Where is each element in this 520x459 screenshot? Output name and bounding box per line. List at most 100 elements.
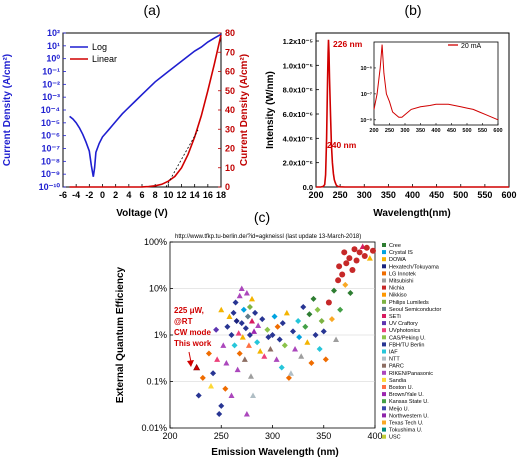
chart-a-x-tick-label: 10 xyxy=(163,190,173,200)
chart-c-legend-marker xyxy=(382,392,386,397)
chart-b-annotation-226: 226 nm xyxy=(333,39,363,49)
chart-c-data-point xyxy=(353,257,360,264)
chart-c-data-point xyxy=(292,345,299,352)
chart-c-data-point xyxy=(239,334,246,340)
chart-c-data-point xyxy=(259,316,266,323)
chart-c-legend-label: Nikkiso xyxy=(389,293,407,299)
chart-c-data-point xyxy=(240,306,247,313)
chart-c-legend-label: SETi xyxy=(389,314,401,320)
chart-c-legend-marker xyxy=(382,370,386,375)
chart-c-data-point xyxy=(337,306,344,313)
chart-a-y-left-tick-label: 10⁻² xyxy=(42,79,60,89)
chart-b-inset-y-tick-label: 10⁻⁶ xyxy=(360,66,372,72)
chart-b-inset-x-tick-label: 300 xyxy=(400,128,409,134)
chart-c-legend-label: Northwestern U. xyxy=(389,413,429,419)
chart-c-y-tick-label: 0.1% xyxy=(146,377,167,387)
chart-a-x-tick-label: -6 xyxy=(59,190,67,200)
chart-c-legend-label: Mitsubishi xyxy=(389,279,413,285)
chart-b-inset-x-tick-label: 200 xyxy=(369,128,378,134)
chart-b-x-tick-label: 400 xyxy=(405,190,420,200)
chart-b-y-tick-label: 1.0x10⁻⁵ xyxy=(283,61,314,70)
chart-a-x-tick-label: 8 xyxy=(153,190,158,200)
chart-c-data-point xyxy=(328,316,335,323)
chart-c-data-point xyxy=(308,359,315,366)
chart-a-y-left-tick-label: 10⁰ xyxy=(46,54,60,64)
panel-label-c: (c) xyxy=(254,209,270,225)
chart-c-legend-marker xyxy=(382,257,386,262)
panel-label-a: (a) xyxy=(143,2,160,18)
chart-c-data-point xyxy=(366,255,373,261)
chart-c-legend-marker xyxy=(382,292,386,297)
chart-a-y-right-tick-label: 40 xyxy=(225,105,235,115)
chart-c-annotation: 225 μW, @RT CW mode This work xyxy=(174,306,212,367)
chart-b-inset-x-tick-label: 500 xyxy=(462,128,471,134)
chart-c-data-point xyxy=(195,392,202,399)
chart-c-data-point xyxy=(241,356,248,362)
chart-c-point-this-work xyxy=(193,363,201,371)
chart-c-data-point xyxy=(223,359,230,366)
chart-c-data-point xyxy=(318,318,325,325)
chart-b-spectrum-line xyxy=(316,39,509,188)
chart-c-data-point xyxy=(283,309,290,316)
chart-c-legend-marker xyxy=(382,314,386,318)
chart-c-legend-marker xyxy=(382,243,386,247)
chart-b-inset-x-tick-label: 350 xyxy=(416,128,425,134)
chart-c-legend-label: DOWA xyxy=(389,257,406,263)
chart-c-data-point xyxy=(333,336,340,343)
chart-c-legend-marker xyxy=(382,406,386,411)
chart-c-data-point xyxy=(244,313,251,320)
chart-a-x-tick-label: 0 xyxy=(100,190,105,200)
chart-c-data-point xyxy=(247,373,254,379)
chart-a-x-tick-label: 4 xyxy=(126,190,131,200)
chart-c-data-point xyxy=(271,313,278,320)
chart-c-data-point xyxy=(216,411,223,418)
chart-c-legend-marker xyxy=(382,377,386,382)
chart-c-legend-marker xyxy=(382,285,386,290)
chart-a-x-tick-label: 2 xyxy=(113,190,118,200)
chart-c-data-point xyxy=(274,323,281,330)
chart-c-legend-marker xyxy=(382,385,386,389)
chart-a-y-left-tick-label: 10⁻³ xyxy=(42,92,60,102)
chart-b-y-tick-label: 1.2x10⁻⁵ xyxy=(283,37,314,46)
chart-c-data-point xyxy=(335,277,342,284)
chart-c-legend-marker xyxy=(382,399,386,404)
chart-c-data-point xyxy=(246,304,253,311)
chart-c-legend-label: LG Innotek xyxy=(389,271,416,277)
chart-c-data-point xyxy=(312,332,319,338)
chart-c-legend-label: Sandia xyxy=(389,378,407,384)
chart-a-y-left-tick-label: 10⁻⁹ xyxy=(41,169,60,179)
chart-b-inset-spectrum-line xyxy=(373,44,499,121)
chart-a-y-left-tick-label: 10⁻⁷ xyxy=(42,144,61,154)
chart-c-legend-marker xyxy=(382,413,386,418)
chart-a-y-right-tick-label: 20 xyxy=(225,144,235,154)
chart-b-x-tick-label: 350 xyxy=(381,190,396,200)
chart-c-data-point xyxy=(208,383,214,389)
chart-a-x-axis-label: Voltage (V) xyxy=(116,208,167,219)
chart-a-x-tick-label: -2 xyxy=(85,190,93,200)
chart-a-x-tick-label: 16 xyxy=(203,190,213,200)
chart-b-inset-x-tick-label: 250 xyxy=(385,128,394,134)
chart-c-data-point xyxy=(222,385,229,392)
chart-a-legend-log: Log xyxy=(92,42,107,52)
chart-c-data-point xyxy=(322,356,329,363)
chart-c-data-point xyxy=(205,350,212,357)
chart-c-legend-marker xyxy=(382,306,386,311)
chart-c-data-point xyxy=(273,356,280,362)
chart-c-legend-marker xyxy=(382,420,386,425)
chart-c-data-point xyxy=(267,345,274,352)
chart-c-legend-label: NTT xyxy=(389,357,400,363)
chart-c-legend-marker xyxy=(382,299,386,304)
chart-c-y-tick-label: 100% xyxy=(144,237,167,247)
chart-c-data-point xyxy=(361,252,368,259)
chart-c-legend-marker xyxy=(382,342,386,347)
chart-c-data-point xyxy=(300,304,307,311)
chart-c-legend-label: Cree xyxy=(389,243,401,249)
chart-c-data-point xyxy=(257,348,264,354)
chart-c-data-point xyxy=(285,374,292,381)
chart-c-data-point xyxy=(213,326,220,333)
chart-c-data-point xyxy=(218,402,225,409)
chart-c-legend-label: Philips Lumileds xyxy=(389,300,429,306)
chart-c-data-point xyxy=(346,255,353,262)
